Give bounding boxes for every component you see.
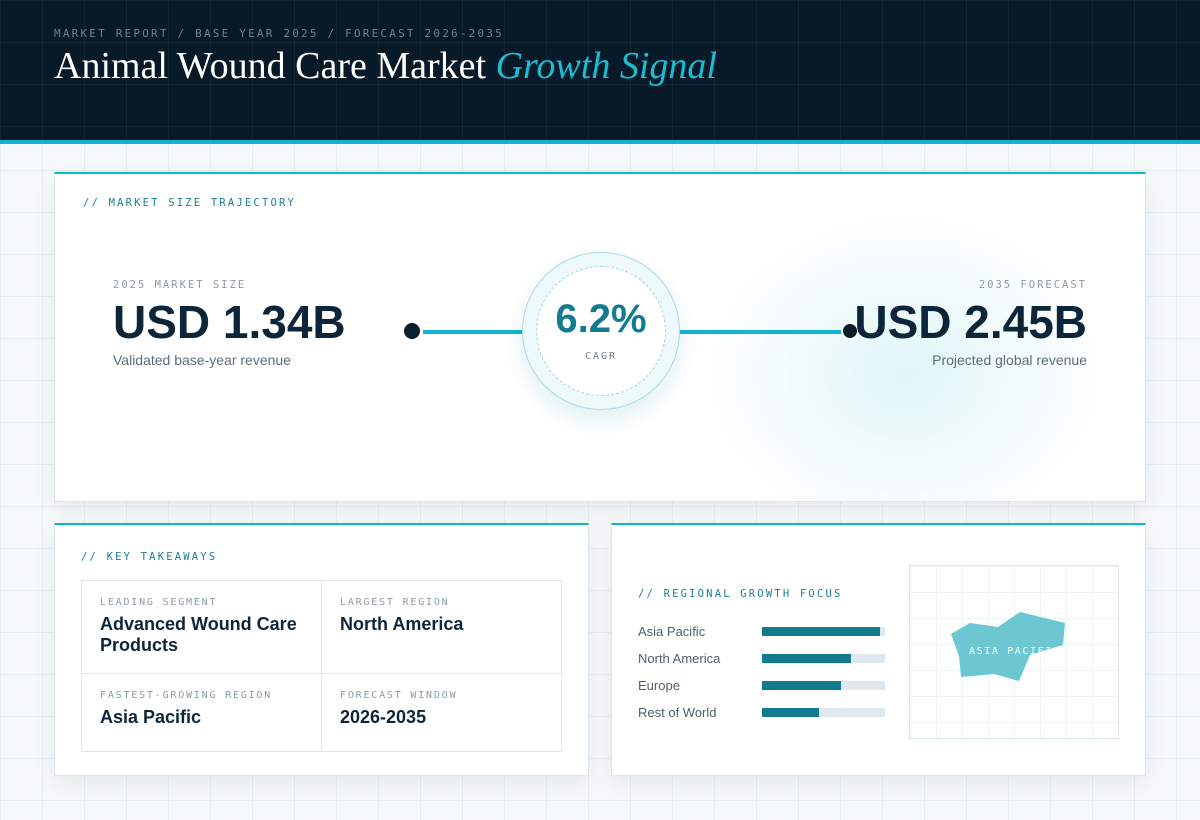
trajectory-start-dot — [404, 323, 420, 339]
regional-section-label: // REGIONAL GROWTH FOCUS — [638, 588, 843, 600]
forecast-caption: Projected global revenue — [932, 351, 1087, 368]
region-bar-row: Europe — [638, 672, 898, 699]
report-kicker: MARKET REPORT / BASE YEAR 2025 / FORECAS… — [54, 27, 504, 40]
region-bar-track — [762, 708, 885, 717]
trajectory-line-right — [667, 330, 849, 334]
market-size-card: // MARKET SIZE TRAJECTORY 2025 MARKET SI… — [54, 172, 1146, 502]
takeaway-key: LARGEST REGION — [340, 597, 450, 608]
title-accent: Growth Signal — [495, 45, 717, 87]
region-bar-row: Asia Pacific — [638, 618, 898, 645]
region-bar-track — [762, 627, 885, 636]
base-year-value: USD 1.34B — [113, 296, 346, 348]
region-bar-track — [762, 681, 885, 690]
takeaway-cell: LARGEST REGION North America — [322, 581, 562, 674]
trajectory-line-left — [423, 330, 535, 334]
region-bar-fill — [762, 654, 851, 663]
takeaway-value: Advanced Wound Care Products — [100, 614, 297, 656]
takeaways-section-label: // KEY TAKEAWAYS — [81, 551, 218, 563]
regional-bar-list: Asia Pacific North America Europe Rest o… — [638, 618, 898, 726]
cagr-ring-inner: 6.2% CAGR — [536, 266, 666, 396]
base-year-label: 2025 MARKET SIZE — [113, 279, 247, 291]
forecast-stat: 2035 FORECAST USD 2.45B Projected global… — [854, 279, 1087, 368]
takeaway-value: Asia Pacific — [100, 707, 202, 727]
takeaway-key: LEADING SEGMENT — [100, 597, 218, 608]
map-region-label: ASIA PACIFIC — [969, 646, 1061, 657]
trajectory-end-dot — [841, 322, 859, 340]
region-bar-fill — [762, 708, 819, 717]
takeaways-grid: LEADING SEGMENT Advanced Wound Care Prod… — [81, 580, 562, 752]
market-section-label: // MARKET SIZE TRAJECTORY — [83, 197, 297, 209]
takeaway-value: North America — [340, 614, 464, 634]
page-title: Animal Wound Care Market Growth Signal — [54, 44, 717, 88]
region-bar-fill — [762, 681, 841, 690]
regional-growth-card: // REGIONAL GROWTH FOCUS Asia Pacific No… — [611, 523, 1146, 776]
region-name: Asia Pacific — [638, 624, 706, 639]
cagr-value: 6.2% — [555, 297, 647, 341]
takeaway-cell: LEADING SEGMENT Advanced Wound Care Prod… — [82, 581, 322, 674]
asia-pacific-shape — [951, 612, 1065, 681]
report-header: MARKET REPORT / BASE YEAR 2025 / FORECAS… — [0, 0, 1200, 144]
region-bar-row: Rest of World — [638, 699, 898, 726]
region-bar-row: North America — [638, 645, 898, 672]
takeaway-key: FORECAST WINDOW — [340, 690, 458, 701]
takeaway-cell: FORECAST WINDOW 2026-2035 — [322, 674, 562, 751]
region-bar-track — [762, 654, 885, 663]
title-main: Animal Wound Care Market — [54, 45, 487, 87]
region-bar-fill — [762, 627, 881, 636]
takeaway-key: FASTEST-GROWING REGION — [100, 690, 273, 701]
asia-pacific-map-icon — [951, 612, 1065, 681]
takeaway-value: 2026-2035 — [340, 707, 427, 727]
cagr-ring: 6.2% CAGR — [522, 252, 680, 410]
background-glow — [695, 204, 1115, 501]
takeaway-cell: FASTEST-GROWING REGION Asia Pacific — [82, 674, 322, 751]
region-name: North America — [638, 651, 721, 666]
base-year-caption: Validated base-year revenue — [113, 351, 291, 368]
region-name: Rest of World — [638, 705, 717, 720]
asia-pacific-map: ASIA PACIFIC — [909, 565, 1119, 739]
key-takeaways-card: // KEY TAKEAWAYS LEADING SEGMENT Advance… — [54, 523, 589, 776]
forecast-label: 2035 FORECAST — [978, 279, 1087, 291]
cagr-label: CAGR — [584, 351, 618, 362]
region-name: Europe — [638, 678, 680, 693]
base-year-stat: 2025 MARKET SIZE USD 1.34B Validated bas… — [113, 279, 346, 368]
forecast-value: USD 2.45B — [854, 296, 1087, 348]
